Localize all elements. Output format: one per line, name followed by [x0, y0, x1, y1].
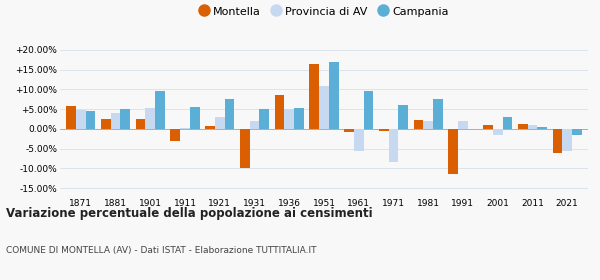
Bar [518, 124, 527, 129]
Bar [86, 111, 95, 129]
Bar [448, 129, 458, 174]
Bar [379, 129, 389, 131]
Bar [483, 125, 493, 129]
Bar [205, 126, 215, 129]
Bar [224, 99, 235, 129]
Bar [398, 105, 408, 129]
Bar [424, 121, 433, 129]
Bar [180, 128, 190, 129]
Bar [294, 108, 304, 129]
Bar [354, 129, 364, 151]
Bar [136, 119, 145, 129]
Legend: Montella, Provincia di AV, Campania: Montella, Provincia di AV, Campania [195, 1, 453, 21]
Bar [250, 121, 259, 129]
Bar [527, 125, 537, 129]
Bar [493, 129, 503, 135]
Text: Variazione percentuale della popolazione ai censimenti: Variazione percentuale della popolazione… [6, 207, 373, 220]
Bar [413, 120, 424, 129]
Bar [190, 107, 200, 129]
Bar [572, 129, 582, 135]
Bar [66, 106, 76, 129]
Bar [344, 129, 354, 132]
Bar [284, 109, 294, 129]
Bar [215, 117, 224, 129]
Bar [170, 129, 180, 141]
Bar [562, 129, 572, 151]
Bar [433, 99, 443, 129]
Bar [503, 117, 512, 129]
Bar [121, 109, 130, 129]
Bar [310, 64, 319, 129]
Bar [259, 109, 269, 129]
Bar [240, 129, 250, 168]
Bar [329, 62, 338, 129]
Bar [145, 108, 155, 129]
Bar [553, 129, 562, 153]
Bar [364, 91, 373, 129]
Bar [275, 95, 284, 129]
Bar [101, 119, 111, 129]
Bar [537, 127, 547, 129]
Bar [155, 91, 165, 129]
Bar [389, 129, 398, 162]
Bar [76, 110, 86, 129]
Bar [111, 113, 121, 129]
Text: COMUNE DI MONTELLA (AV) - Dati ISTAT - Elaborazione TUTTITALIA.IT: COMUNE DI MONTELLA (AV) - Dati ISTAT - E… [6, 246, 317, 255]
Bar [458, 121, 468, 129]
Bar [319, 86, 329, 129]
